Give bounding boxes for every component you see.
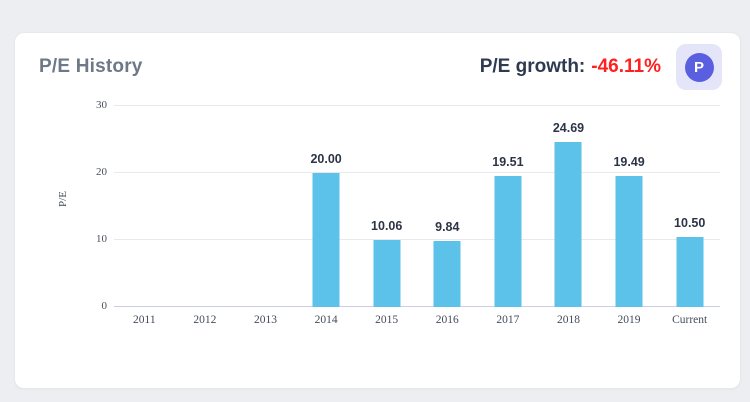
pe-growth-value: -46.11%	[591, 56, 661, 77]
y-axis-ticks: 0 10 20 30	[15, 99, 107, 312]
bar-slot-2016: 9.84	[417, 106, 478, 307]
p-logo-letter: P	[693, 58, 704, 76]
x-tick-label: 2012	[193, 314, 217, 326]
bar-2014	[312, 173, 340, 307]
p-logo-icon: P	[684, 52, 714, 82]
bar-2017	[494, 176, 522, 307]
bar-slot-2011	[114, 106, 175, 307]
bar-value-label: 19.51	[492, 155, 524, 170]
bar-value-label: 10.50	[674, 215, 706, 230]
bar-slot-2019: 19.49	[599, 106, 660, 307]
x-tick-label: 2019	[617, 314, 641, 326]
plot-area: 20.00 10.06 9.84 19.51 24.69 19.49 10.50	[114, 105, 720, 307]
x-tick-label: 2013	[253, 314, 277, 326]
x-tick-label: Current	[672, 314, 708, 326]
bar-2019	[615, 176, 643, 307]
pe-growth-label: P/E growth:	[479, 56, 586, 77]
bar-slot-2014: 20.00	[296, 106, 357, 307]
pe-growth-stat: P/E growth: -46.11%	[480, 56, 661, 78]
bar-slot-2017: 19.51	[478, 106, 539, 307]
bar-value-label: 9.84	[435, 220, 460, 235]
header-right: P/E growth: -46.11% P	[480, 44, 722, 90]
bar-value-label: 24.69	[552, 120, 585, 135]
x-axis-ticks: 2011 2012 2013 2014 2015 2016 2017 2018 2019 Curr…	[114, 314, 720, 334]
bar-value-label: 10.06	[371, 218, 403, 233]
bar-slot-2015: 10.06	[356, 106, 417, 307]
x-tick-label: 2014	[314, 314, 338, 326]
pe-history-card: P/E History P/E growth: -46.11% P P/E 0 10…	[14, 32, 741, 389]
bar-slot-2018: 24.69	[538, 106, 599, 307]
y-tick-label: 0	[101, 300, 108, 312]
card-header: P/E History P/E growth: -46.11% P	[39, 41, 722, 93]
bar-slot-2012	[175, 106, 236, 307]
bar-2016	[433, 241, 461, 307]
x-tick-label: 2015	[375, 314, 399, 326]
provider-badge-button[interactable]: P	[676, 44, 722, 90]
page-title: P/E History	[39, 56, 143, 77]
gridline	[114, 105, 720, 106]
bar-current	[676, 236, 704, 307]
gridline	[114, 239, 720, 240]
bar-value-label: 20.00	[310, 152, 342, 166]
bar-2015	[373, 239, 401, 307]
bar-2018	[554, 141, 582, 307]
x-axis-baseline	[114, 306, 720, 307]
bar-slot-current: 10.50	[659, 106, 720, 307]
y-tick-label: 20	[96, 166, 107, 178]
gridline	[114, 172, 720, 173]
bar-value-label: 19.49	[613, 155, 645, 170]
x-tick-label: 2011	[133, 314, 156, 326]
y-tick-label: 10	[96, 233, 107, 245]
x-tick-label: 2017	[496, 314, 520, 326]
y-tick-label: 30	[96, 99, 107, 111]
x-tick-label: 2016	[435, 314, 459, 326]
x-tick-label: 2018	[556, 314, 580, 326]
bar-slot-2013	[235, 106, 296, 307]
